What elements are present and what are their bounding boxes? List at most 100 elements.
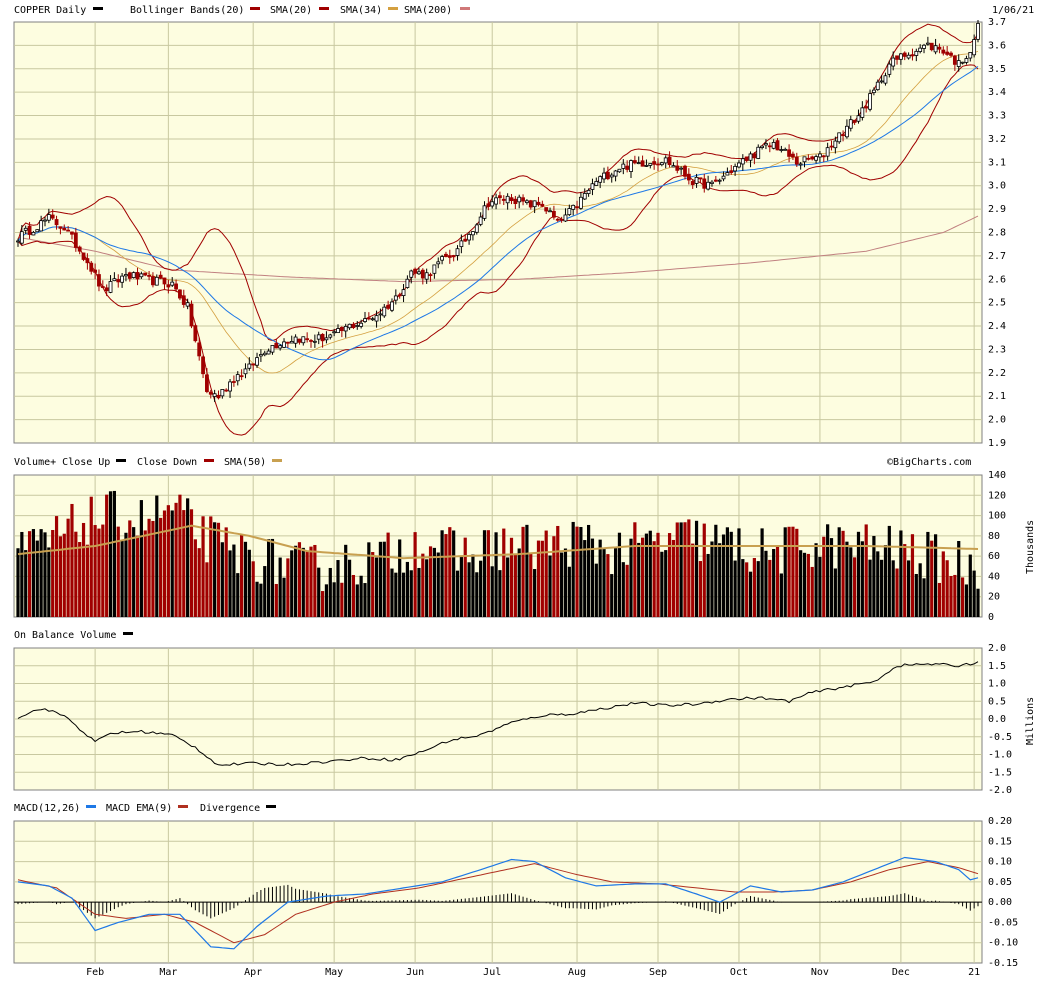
- volume-bar: [741, 559, 745, 617]
- volume-bar: [463, 537, 467, 617]
- volume-bar: [324, 584, 329, 617]
- bollinger-upper: [17, 23, 979, 342]
- candle-body: [710, 181, 714, 184]
- volume-bar: [868, 559, 872, 617]
- candle-body: [598, 176, 603, 183]
- candle-body: [73, 232, 78, 248]
- volume-bar: [390, 568, 394, 617]
- candle-body: [16, 240, 20, 243]
- candle-body: [910, 54, 915, 57]
- candle-body: [289, 341, 294, 344]
- volume-bar: [459, 556, 463, 617]
- candle-body: [127, 272, 132, 279]
- y-tick-label: -2.0: [988, 785, 1012, 796]
- volume-bar: [193, 539, 197, 617]
- candle-body: [147, 274, 151, 277]
- price-series: [16, 19, 980, 436]
- volume-bar: [845, 541, 849, 617]
- candle-body: [258, 354, 263, 357]
- candle-body: [818, 153, 822, 158]
- volume-bar: [818, 556, 822, 617]
- volume-bar: [89, 496, 93, 617]
- volume-bar: [105, 494, 109, 617]
- volume-bar: [120, 540, 124, 617]
- candle-body: [382, 306, 387, 317]
- candle-body: [189, 303, 194, 327]
- volume-bar: [382, 541, 386, 617]
- volume-bar: [124, 532, 128, 617]
- sma200-line: [17, 215, 979, 283]
- candle-body: [760, 145, 764, 148]
- y-tick-label: 0.15: [988, 836, 1012, 847]
- volume-bar: [529, 553, 533, 617]
- volume-bar: [976, 588, 980, 617]
- candle-body: [575, 206, 579, 209]
- candle-body: [860, 107, 865, 118]
- volume-bar: [506, 557, 510, 617]
- candle-body: [605, 171, 610, 180]
- macd-ema-legend-label: MACD EMA(9): [106, 803, 172, 814]
- y-tick-label: 2.0: [988, 415, 1006, 426]
- y-tick-label: 0.10: [988, 857, 1012, 868]
- volume-bar: [39, 529, 43, 617]
- y-tick-label: 40: [988, 571, 1000, 582]
- candle-body: [247, 363, 252, 369]
- y-tick-label: 3.6: [988, 40, 1006, 51]
- macd-legend-swatch: [86, 805, 96, 808]
- legend-bollinger-swatch: [250, 7, 260, 10]
- volume-bar: [876, 551, 880, 617]
- candle-body: [540, 203, 545, 207]
- volume-bar: [521, 526, 525, 617]
- volume-bar: [907, 560, 911, 617]
- candle-body: [181, 295, 186, 305]
- candle-body: [208, 391, 213, 395]
- volume-bar: [941, 551, 945, 617]
- candle-body: [58, 226, 63, 229]
- candle-body: [787, 149, 791, 157]
- volume-bar: [895, 568, 899, 617]
- volume-bar: [640, 537, 645, 617]
- volume-bar: [220, 542, 224, 617]
- candle-body: [220, 389, 225, 397]
- volume-bar: [336, 560, 340, 617]
- volume-bar: [74, 531, 78, 617]
- candle-body: [116, 279, 121, 283]
- volume-bar: [66, 518, 70, 617]
- candle-body: [887, 63, 892, 75]
- candle-body: [282, 341, 286, 348]
- volume-bar: [617, 532, 622, 617]
- candle-body: [544, 207, 549, 212]
- candle-body: [956, 60, 961, 67]
- y-tick-label: 100: [988, 511, 1006, 522]
- volume-bar: [374, 557, 379, 617]
- candle-body: [262, 352, 267, 356]
- candle-body: [158, 274, 163, 279]
- candle-body: [417, 271, 421, 275]
- volume-bar: [602, 548, 606, 617]
- volume-bar: [132, 527, 136, 617]
- volume-bar: [945, 560, 949, 617]
- candle-body: [621, 163, 626, 169]
- volume-bar: [660, 551, 664, 617]
- y-tick-label: -1.5: [988, 767, 1012, 778]
- candle-body: [659, 162, 664, 166]
- volume-bar: [509, 537, 514, 617]
- volume-bar: [779, 573, 783, 617]
- y-tick-label: 3.2: [988, 134, 1006, 145]
- candle-body: [679, 167, 684, 170]
- candle-body: [578, 196, 583, 209]
- candle-body: [378, 313, 383, 316]
- candle-body: [420, 269, 425, 279]
- y-tick-label: 3.7: [988, 17, 1006, 28]
- candle-body: [821, 155, 826, 158]
- candle-body: [864, 106, 869, 109]
- y-tick-label: 3.0: [988, 181, 1006, 192]
- candle-body: [686, 173, 691, 181]
- candle-body: [66, 229, 71, 232]
- volume-bar: [116, 526, 120, 617]
- volume-bar: [428, 546, 433, 617]
- candle-body: [359, 322, 364, 327]
- y-tick-label: 140: [988, 470, 1006, 481]
- volume-bar: [729, 531, 733, 617]
- candle-body: [490, 201, 495, 207]
